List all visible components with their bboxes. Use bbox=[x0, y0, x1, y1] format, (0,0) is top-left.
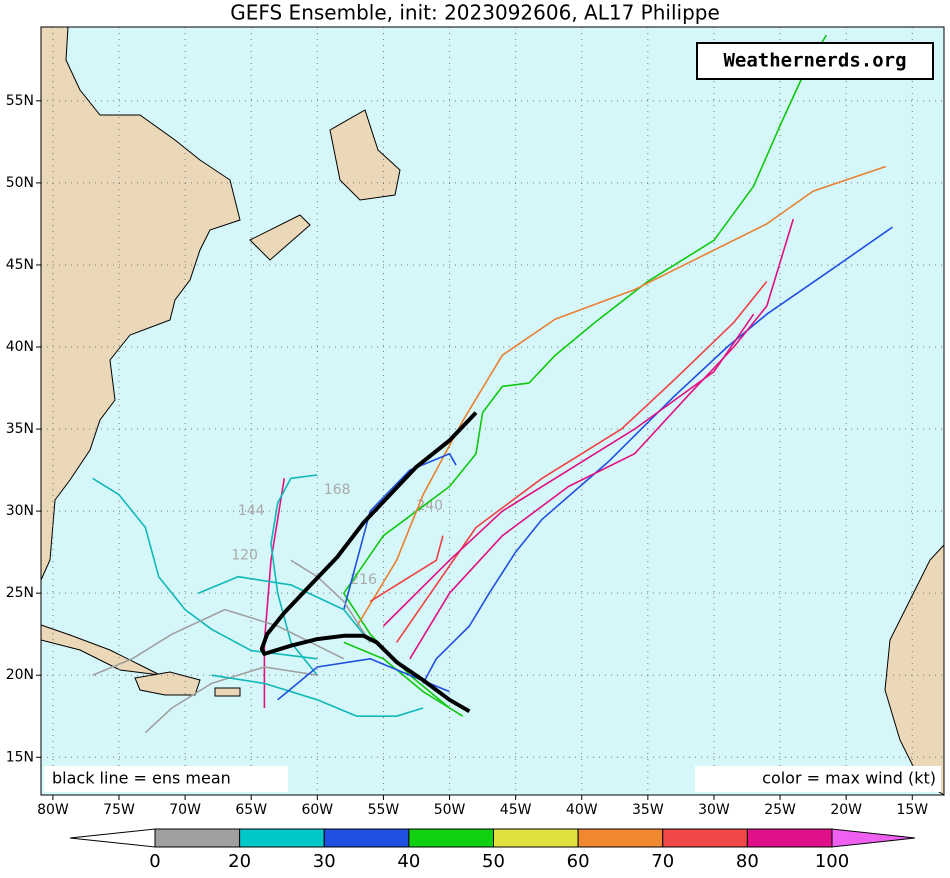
land bbox=[40, 26, 945, 796]
y-tick-label: 30N bbox=[6, 503, 34, 519]
x-tick-label: 65W bbox=[235, 802, 267, 818]
member-track bbox=[290, 559, 371, 643]
member-track bbox=[92, 608, 345, 676]
y-tick-label: 45N bbox=[6, 257, 34, 273]
member-track bbox=[211, 674, 424, 717]
north-america bbox=[40, 26, 241, 581]
note-box bbox=[695, 766, 941, 792]
member-track bbox=[409, 218, 795, 660]
colorbar-label: 40 bbox=[397, 851, 420, 872]
colorbar-label: 100 bbox=[815, 851, 849, 872]
frame bbox=[40, 26, 945, 796]
x-tick-label: 30W bbox=[698, 802, 730, 818]
member-track bbox=[263, 478, 286, 708]
member-track bbox=[395, 280, 768, 643]
note-left: black line = ens mean bbox=[52, 769, 231, 788]
x-tick-label: 15W bbox=[896, 802, 928, 818]
colorbar: 0 20 30 40 50 60 70 80 100 bbox=[69, 828, 916, 872]
watermark: Weathernerds.org bbox=[723, 50, 906, 72]
hour-label: 216 bbox=[350, 572, 377, 588]
hispaniola bbox=[134, 671, 201, 696]
member-track bbox=[197, 575, 371, 643]
colorbar-segment bbox=[154, 828, 241, 848]
y-tick-label: 20N bbox=[6, 667, 34, 683]
puerto-rico bbox=[214, 687, 241, 697]
nova-scotia bbox=[249, 214, 311, 261]
colorbar-end bbox=[69, 828, 156, 848]
colorbar-segment bbox=[408, 828, 494, 848]
x-tick-label: 70W bbox=[169, 802, 201, 818]
x-tick-label: 35W bbox=[632, 802, 664, 818]
hour-label: 144 bbox=[238, 503, 265, 519]
member-track bbox=[382, 313, 755, 627]
colorbar-segment bbox=[493, 828, 579, 848]
hour-label: 240 bbox=[416, 498, 443, 514]
colorbar-end bbox=[831, 828, 916, 848]
member-track bbox=[92, 477, 318, 660]
colorbar-segment bbox=[239, 828, 325, 848]
y-tick-label: 35N bbox=[6, 421, 34, 437]
x-tick-label: 45W bbox=[500, 802, 532, 818]
x-tick-label: 60W bbox=[301, 802, 333, 818]
member-track bbox=[270, 474, 318, 676]
member-track bbox=[343, 452, 457, 610]
colorbar-label: 80 bbox=[736, 851, 759, 872]
note-box bbox=[44, 766, 288, 792]
colorbar-segment bbox=[577, 828, 664, 848]
member-track bbox=[343, 34, 827, 709]
x-tick-label: 40W bbox=[566, 802, 598, 818]
x-tick-label: 50W bbox=[434, 802, 466, 818]
title: GEFS Ensemble, init: 2023092606, AL17 Ph… bbox=[230, 1, 720, 25]
member-track bbox=[369, 535, 444, 603]
hour-label: 120 bbox=[231, 547, 258, 563]
colorbar-label: 30 bbox=[313, 851, 336, 872]
x-tick-label: 55W bbox=[368, 802, 400, 818]
y-tick-label: 50N bbox=[6, 175, 34, 191]
member-track bbox=[343, 641, 464, 717]
x-tick-label: 80W bbox=[37, 802, 69, 818]
colorbar-label: 60 bbox=[567, 851, 590, 872]
watermark-box bbox=[696, 42, 934, 80]
mean-track bbox=[259, 411, 478, 714]
colorbar-label: 50 bbox=[482, 851, 505, 872]
note-right: color = max wind (kt) bbox=[762, 769, 936, 788]
colorbar-segment bbox=[746, 828, 833, 848]
tracks: 168 144 120 240 216 bbox=[92, 34, 893, 734]
newfoundland bbox=[329, 109, 401, 201]
grid bbox=[41, 27, 944, 795]
x-tick-label: 75W bbox=[103, 802, 135, 818]
x-tick-label: 20W bbox=[830, 802, 862, 818]
x-tick-label: 25W bbox=[764, 802, 796, 818]
colorbar-segment bbox=[323, 828, 410, 848]
y-tick-label: 25N bbox=[6, 585, 34, 601]
member-track bbox=[356, 165, 887, 627]
member-track bbox=[422, 226, 893, 684]
member-track bbox=[144, 666, 318, 734]
colorbar-label: 0 bbox=[149, 851, 160, 872]
y-tick-label: 55N bbox=[6, 93, 34, 109]
y-tick-label: 15N bbox=[6, 749, 34, 765]
y-tick-label: 40N bbox=[6, 339, 34, 355]
colorbar-label: 70 bbox=[651, 851, 674, 872]
hour-label: 168 bbox=[324, 482, 351, 498]
colorbar-label: 20 bbox=[228, 851, 251, 872]
colorbar-segment bbox=[662, 828, 748, 848]
